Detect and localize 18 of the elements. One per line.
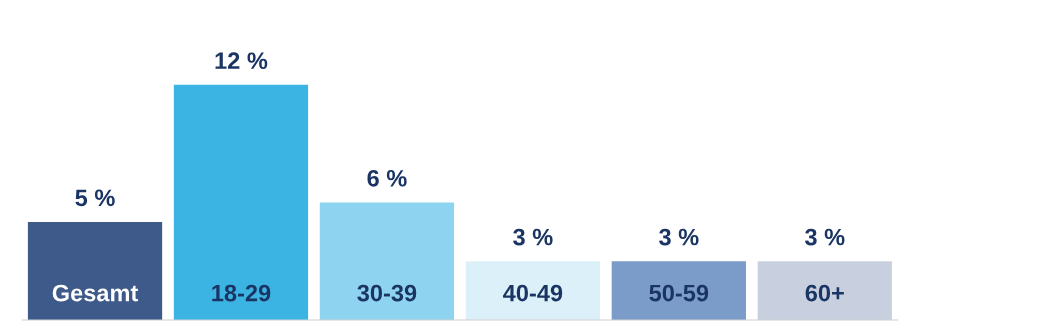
bar: [465, 261, 601, 320]
x-tick-label: 18-29: [212, 284, 271, 302]
bar: [319, 202, 455, 320]
data-label: 5 %: [75, 189, 115, 207]
data-label: 6 %: [367, 169, 407, 187]
bar: [173, 84, 309, 320]
data-label: 3 %: [804, 228, 845, 246]
x-tick-label: 60+: [805, 284, 844, 302]
bar: [757, 261, 892, 320]
x-tick-label: Gesamt: [52, 284, 139, 302]
data-label: 3 %: [659, 228, 699, 246]
bar: [611, 261, 746, 320]
x-tick-label: 40-49: [503, 284, 563, 302]
data-label: 12 %: [215, 52, 268, 70]
data-label: 3 %: [513, 228, 553, 246]
x-tick-label: 50-59: [649, 284, 709, 302]
bar: [27, 222, 163, 320]
x-tick-label: 30-39: [357, 284, 417, 302]
